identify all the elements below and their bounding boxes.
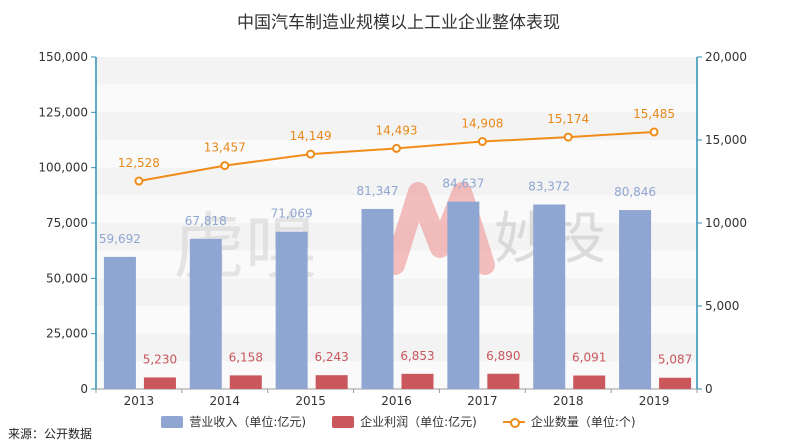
legend-swatch-revenue <box>161 415 184 428</box>
data-label-count: 12,528 <box>118 156 160 170</box>
data-label-count: 15,174 <box>547 112 589 126</box>
y-right-tick-label: 20,000 <box>705 50 747 64</box>
data-label-profit: 6,091 <box>572 351 606 365</box>
x-tick-label: 2013 <box>124 394 155 408</box>
x-tick-label: 2016 <box>381 394 412 408</box>
y-left-tick-label: 125,000 <box>38 105 88 119</box>
data-label-count: 14,493 <box>376 123 418 137</box>
legend-item-revenue[interactable]: 营业收入（单位:亿元) <box>161 413 306 430</box>
grid-band <box>96 57 697 85</box>
grid-band <box>96 306 697 334</box>
legend-swatch-count <box>502 416 525 428</box>
data-label-count: 14,149 <box>290 129 332 143</box>
y-right-tick-label: 10,000 <box>705 216 747 230</box>
bar-revenue <box>103 256 136 389</box>
legend: 营业收入（单位:亿元) 企业利润（单位:亿元) 企业数量（单位:个) <box>0 413 797 430</box>
data-label-revenue: 67,818 <box>185 214 227 228</box>
legend-swatch-profit <box>332 415 355 428</box>
bar-profit <box>659 377 692 389</box>
y-left-tick-label: 50,000 <box>46 271 88 285</box>
data-label-count: 15,485 <box>633 107 675 121</box>
data-label-profit: 5,230 <box>143 352 177 366</box>
data-label-profit: 5,087 <box>658 353 692 367</box>
point-count <box>477 137 487 147</box>
bar-revenue <box>361 208 394 389</box>
point-count <box>392 143 401 153</box>
data-label-revenue: 81,347 <box>357 184 399 198</box>
y-right-tick-label: 15,000 <box>705 133 747 147</box>
x-tick-label: 2014 <box>210 394 241 408</box>
data-label-profit: 6,890 <box>486 349 520 363</box>
point-count <box>306 149 316 159</box>
legend-item-profit[interactable]: 企业利润（单位:亿元) <box>332 413 477 430</box>
data-label-revenue: 80,846 <box>614 185 656 199</box>
grid-band <box>96 333 697 362</box>
bar-revenue <box>189 238 222 389</box>
data-label-revenue: 71,069 <box>271 207 313 221</box>
bar-profit <box>401 373 434 389</box>
data-label-revenue: 84,637 <box>442 177 484 191</box>
y-left-tick-label: 150,000 <box>38 50 88 64</box>
bar-profit <box>315 375 348 389</box>
data-label-count: 13,457 <box>204 141 246 155</box>
grid-band <box>96 167 697 196</box>
grid-band <box>96 84 697 113</box>
data-label-profit: 6,853 <box>400 349 434 363</box>
legend-label-profit: 企业利润（单位:亿元) <box>360 415 477 429</box>
bar-profit <box>143 377 176 389</box>
data-label-profit: 6,158 <box>229 350 263 364</box>
y-left-tick-label: 100,000 <box>38 161 88 175</box>
legend-item-count[interactable]: 企业数量（单位:个) <box>502 413 636 430</box>
bar-profit <box>573 375 606 389</box>
point-count <box>649 127 659 137</box>
y-left-tick-label: 0 <box>80 382 88 396</box>
bar-profit <box>487 373 520 389</box>
point-count <box>134 176 144 186</box>
data-label-revenue: 59,692 <box>99 232 141 246</box>
y-right-tick-label: 0 <box>705 382 713 396</box>
source-note: 来源：公开数据 <box>8 427 93 441</box>
point-count <box>563 132 573 142</box>
legend-label-count: 企业数量（单位:个) <box>530 415 636 429</box>
x-tick-label: 2015 <box>295 394 326 408</box>
bar-revenue <box>275 231 308 389</box>
chart-title: 中国汽车制造业规模以上工业企业整体表现 <box>237 13 560 33</box>
y-right-tick-label: 5,000 <box>705 299 739 313</box>
grid-band <box>96 195 697 223</box>
x-tick-label: 2018 <box>553 394 584 408</box>
x-tick-label: 2019 <box>639 394 670 408</box>
data-label-revenue: 83,372 <box>528 179 570 193</box>
y-left-tick-label: 75,000 <box>46 216 88 230</box>
bar-revenue <box>447 201 480 389</box>
point-count <box>220 161 230 171</box>
bar-revenue <box>533 204 566 389</box>
data-label-count: 14,908 <box>461 117 503 131</box>
bar-revenue <box>619 210 652 389</box>
x-tick-label: 2017 <box>467 394 498 408</box>
y-left-tick-label: 25,000 <box>46 327 88 341</box>
bar-profit <box>229 375 262 389</box>
grid-band <box>96 361 697 389</box>
data-label-profit: 6,243 <box>314 350 348 364</box>
legend-label-revenue: 营业收入（单位:亿元) <box>189 415 307 429</box>
